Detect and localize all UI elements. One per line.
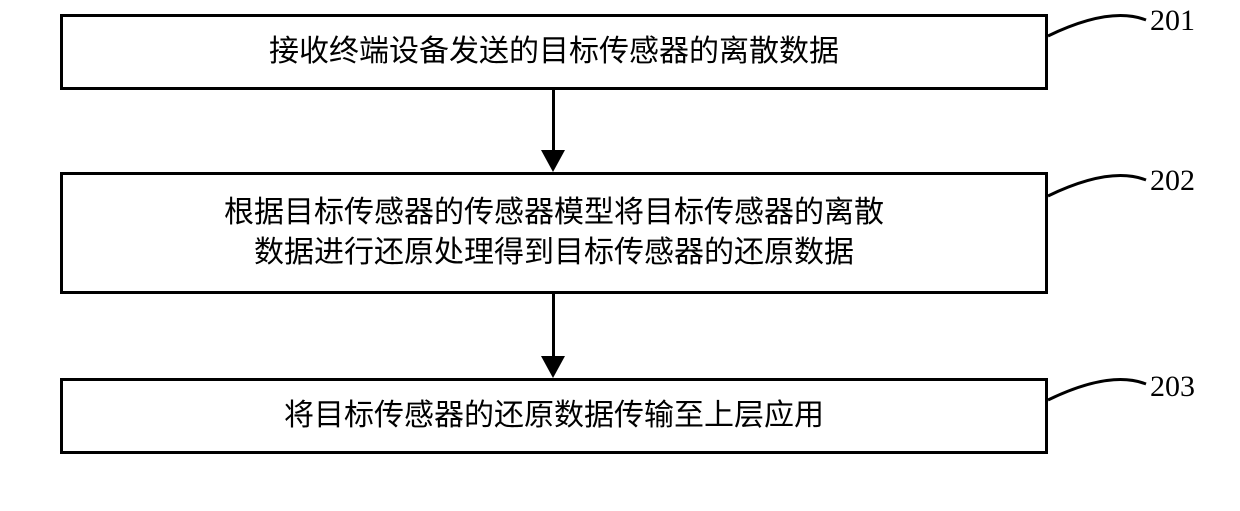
step-number-201: 201 [1150,4,1195,38]
flowchart-canvas: 接收终端设备发送的目标传感器的离散数据 根据目标传感器的传感器模型将目标传感器的… [0,0,1240,511]
flow-step-3-text: 将目标传感器的还原数据传输至上层应用 [284,396,824,437]
arrow-2-head-icon [541,356,565,378]
lead-line-2 [1044,162,1150,200]
arrow-1-head-icon [541,150,565,172]
flow-step-1-text: 接收终端设备发送的目标传感器的离散数据 [269,32,839,73]
arrow-2-line [552,294,555,358]
flow-step-2-line2: 数据进行还原处理得到目标传感器的还原数据 [224,233,884,274]
step-number-202: 202 [1150,164,1195,198]
lead-line-1 [1044,2,1150,40]
flow-step-2-textwrap: 根据目标传感器的传感器模型将目标传感器的离散 数据进行还原处理得到目标传感器的还… [224,193,884,274]
flow-step-2: 根据目标传感器的传感器模型将目标传感器的离散 数据进行还原处理得到目标传感器的还… [60,172,1048,294]
flow-step-1: 接收终端设备发送的目标传感器的离散数据 [60,14,1048,90]
flow-step-3: 将目标传感器的还原数据传输至上层应用 [60,378,1048,454]
flow-step-2-line1: 根据目标传感器的传感器模型将目标传感器的离散 [224,193,884,234]
lead-line-3 [1044,366,1150,404]
arrow-1-line [552,90,555,152]
step-number-203: 203 [1150,370,1195,404]
